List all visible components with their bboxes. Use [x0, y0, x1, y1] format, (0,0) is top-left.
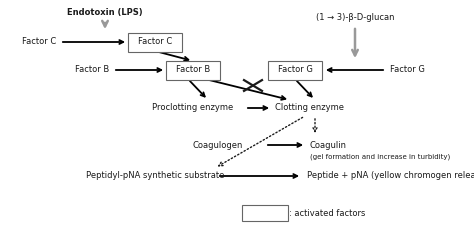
FancyBboxPatch shape — [128, 32, 182, 52]
FancyBboxPatch shape — [242, 205, 288, 221]
Text: Clotting enzyme: Clotting enzyme — [275, 103, 345, 113]
Text: (1 → 3)-β-D-glucan: (1 → 3)-β-D-glucan — [316, 13, 394, 23]
FancyBboxPatch shape — [166, 60, 220, 79]
Text: Coagulin: Coagulin — [310, 140, 347, 150]
FancyBboxPatch shape — [268, 60, 322, 79]
Text: Factor G: Factor G — [390, 66, 425, 74]
Text: Proclotting enzyme: Proclotting enzyme — [152, 103, 234, 113]
Text: Factor G: Factor G — [278, 66, 312, 74]
Text: Factor C: Factor C — [138, 37, 172, 47]
Text: : activated factors: : activated factors — [289, 209, 365, 217]
Text: Factor C: Factor C — [22, 37, 56, 47]
Text: (gel formation and increase in turbidity): (gel formation and increase in turbidity… — [310, 154, 450, 160]
Text: Coagulogen: Coagulogen — [193, 140, 243, 150]
Text: Factor B: Factor B — [75, 66, 109, 74]
Text: Endotoxin (LPS): Endotoxin (LPS) — [67, 7, 143, 17]
Text: Peptide + pNA (yellow chromogen release): Peptide + pNA (yellow chromogen release) — [307, 172, 474, 180]
Text: Peptidyl-pNA synthetic substrate: Peptidyl-pNA synthetic substrate — [86, 172, 224, 180]
Text: Factor B: Factor B — [176, 66, 210, 74]
